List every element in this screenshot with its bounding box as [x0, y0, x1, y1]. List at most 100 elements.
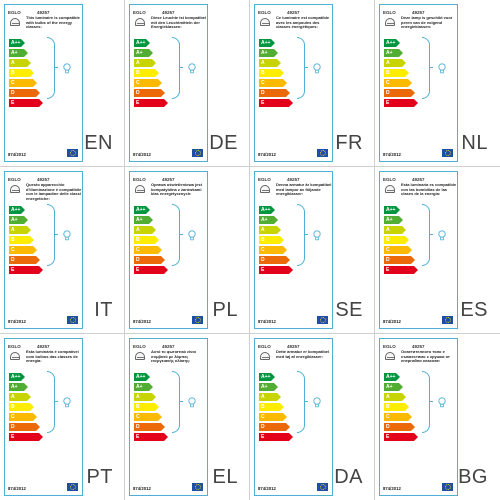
- energy-class-bar: B: [9, 236, 34, 244]
- lamp-shade-icon: [385, 352, 395, 360]
- energy-class-bar: D: [384, 89, 415, 97]
- lightbulb-icon: [313, 397, 321, 408]
- regulation-number: 874/2012: [133, 319, 151, 324]
- regulation-number: 874/2012: [383, 152, 401, 157]
- energy-class-bar: E: [9, 433, 43, 441]
- energy-class-bar: C: [259, 79, 287, 87]
- regulation-number: 874/2012: [383, 486, 401, 491]
- language-code: NL: [461, 132, 488, 154]
- energy-label: EGLO 49257 Осветителното тяло е съвмести…: [379, 338, 458, 496]
- energy-scale: A++ A+ A B C D E: [134, 206, 168, 276]
- energy-class-bar: A: [384, 393, 406, 401]
- lightbulb-icon: [63, 230, 71, 241]
- regulation-number: 874/2012: [258, 486, 276, 491]
- energy-class-bar: A: [259, 393, 281, 401]
- energy-class-bar: A: [259, 59, 281, 67]
- energy-class-bar: D: [9, 423, 40, 431]
- energy-class-bar: A++: [384, 373, 400, 381]
- energy-label-cell: EGLO 49257 Αυτό το φωτιστικό είναι συμβα…: [125, 334, 250, 500]
- eu-flag-icon: [192, 149, 203, 157]
- energy-class-bar: B: [384, 236, 409, 244]
- energy-class-bar: C: [384, 413, 412, 421]
- energy-label: EGLO 49257 Αυτό το φωτιστικό είναι συμβα…: [129, 338, 208, 496]
- bracket-icon: [297, 204, 308, 266]
- energy-class-bar: E: [134, 433, 168, 441]
- energy-label: EGLO 49257 Ce luminaire est compatible a…: [254, 4, 333, 162]
- language-code: DA: [334, 466, 363, 488]
- brand-name: EGLO: [133, 177, 146, 182]
- lightbulb-icon: [63, 397, 71, 408]
- energy-class-bar: D: [384, 256, 415, 264]
- lamp-shade-icon: [385, 18, 395, 26]
- energy-class-bar: E: [259, 433, 293, 441]
- lightbulb-icon: [438, 230, 446, 241]
- bracket-icon: [297, 371, 308, 433]
- bracket-icon: [47, 371, 58, 433]
- eu-flag-icon: [317, 316, 328, 324]
- bracket-icon: [172, 37, 183, 99]
- energy-label-cell: EGLO 49257 Denna armatur är kompatibel m…: [250, 167, 375, 333]
- energy-class-bar: D: [134, 89, 165, 97]
- bracket-icon: [47, 204, 58, 266]
- product-code: 49257: [37, 10, 50, 15]
- bracket-icon: [422, 37, 433, 99]
- eu-flag-icon: [317, 483, 328, 491]
- energy-class-bar: A++: [134, 206, 150, 214]
- energy-class-bar: E: [259, 99, 293, 107]
- grid-divider: [249, 0, 250, 500]
- lightbulb-icon: [438, 63, 446, 74]
- language-code: FR: [335, 132, 363, 154]
- lamp-shade-icon: [260, 185, 270, 193]
- product-code: 49257: [162, 344, 175, 349]
- lamp-shade-icon: [10, 18, 20, 26]
- lightbulb-icon: [188, 397, 196, 408]
- energy-label-cell: EGLO 49257 Dette armatur er kompatibel m…: [250, 334, 375, 500]
- compatibility-text: Ce luminaire est compatible avec les amp…: [276, 15, 330, 30]
- bracket-icon: [422, 371, 433, 433]
- lightbulb-icon: [63, 63, 71, 74]
- product-code: 49257: [287, 344, 300, 349]
- energy-class-bar: D: [259, 256, 290, 264]
- language-code: PL: [212, 299, 238, 321]
- energy-class-bar: A+: [259, 216, 278, 224]
- language-code: EL: [212, 466, 238, 488]
- brand-name: EGLO: [258, 344, 271, 349]
- brand-name: EGLO: [383, 344, 396, 349]
- compatibility-text: Esta luminaria es compatible con las bom…: [401, 182, 457, 197]
- energy-class-bar: C: [259, 413, 287, 421]
- energy-class-bar: A+: [134, 49, 153, 57]
- product-code: 49257: [162, 10, 175, 15]
- energy-class-bar: A++: [134, 39, 150, 47]
- grid-divider: [0, 333, 500, 334]
- brand-name: EGLO: [383, 177, 396, 182]
- brand-name: EGLO: [258, 177, 271, 182]
- product-code: 49257: [162, 177, 175, 182]
- language-code: EN: [84, 132, 113, 154]
- energy-class-bar: A+: [259, 49, 278, 57]
- grid-divider: [124, 0, 125, 500]
- regulation-number: 874/2012: [133, 486, 151, 491]
- energy-scale: A++ A+ A B C D E: [9, 373, 43, 443]
- energy-class-bar: B: [384, 69, 409, 77]
- energy-label-cell: EGLO 49257 Deze lamp is geschikt voor pe…: [375, 0, 500, 166]
- energy-class-bar: A++: [134, 373, 150, 381]
- compatibility-text: Deze lamp is geschikt voor peren van de …: [401, 15, 453, 30]
- product-code: 49257: [412, 10, 425, 15]
- bracket-icon: [47, 37, 58, 99]
- energy-class-bar: A: [9, 59, 31, 67]
- energy-class-bar: A+: [259, 383, 278, 391]
- energy-class-bar: E: [134, 266, 168, 274]
- energy-class-bar: A: [134, 393, 156, 401]
- energy-label-cell: EGLO 49257 Ce luminaire est compatible a…: [250, 0, 375, 166]
- energy-class-bar: D: [259, 89, 290, 97]
- lamp-shade-icon: [135, 352, 145, 360]
- compatibility-text: Questo apparecchio d'illuminazione è com…: [26, 182, 82, 202]
- product-code: 49257: [287, 177, 300, 182]
- regulation-number: 874/2012: [258, 319, 276, 324]
- bracket-icon: [297, 37, 308, 99]
- energy-class-bar: A: [134, 226, 156, 234]
- regulation-number: 874/2012: [8, 319, 26, 324]
- eu-flag-icon: [67, 316, 78, 324]
- energy-class-bar: E: [134, 99, 168, 107]
